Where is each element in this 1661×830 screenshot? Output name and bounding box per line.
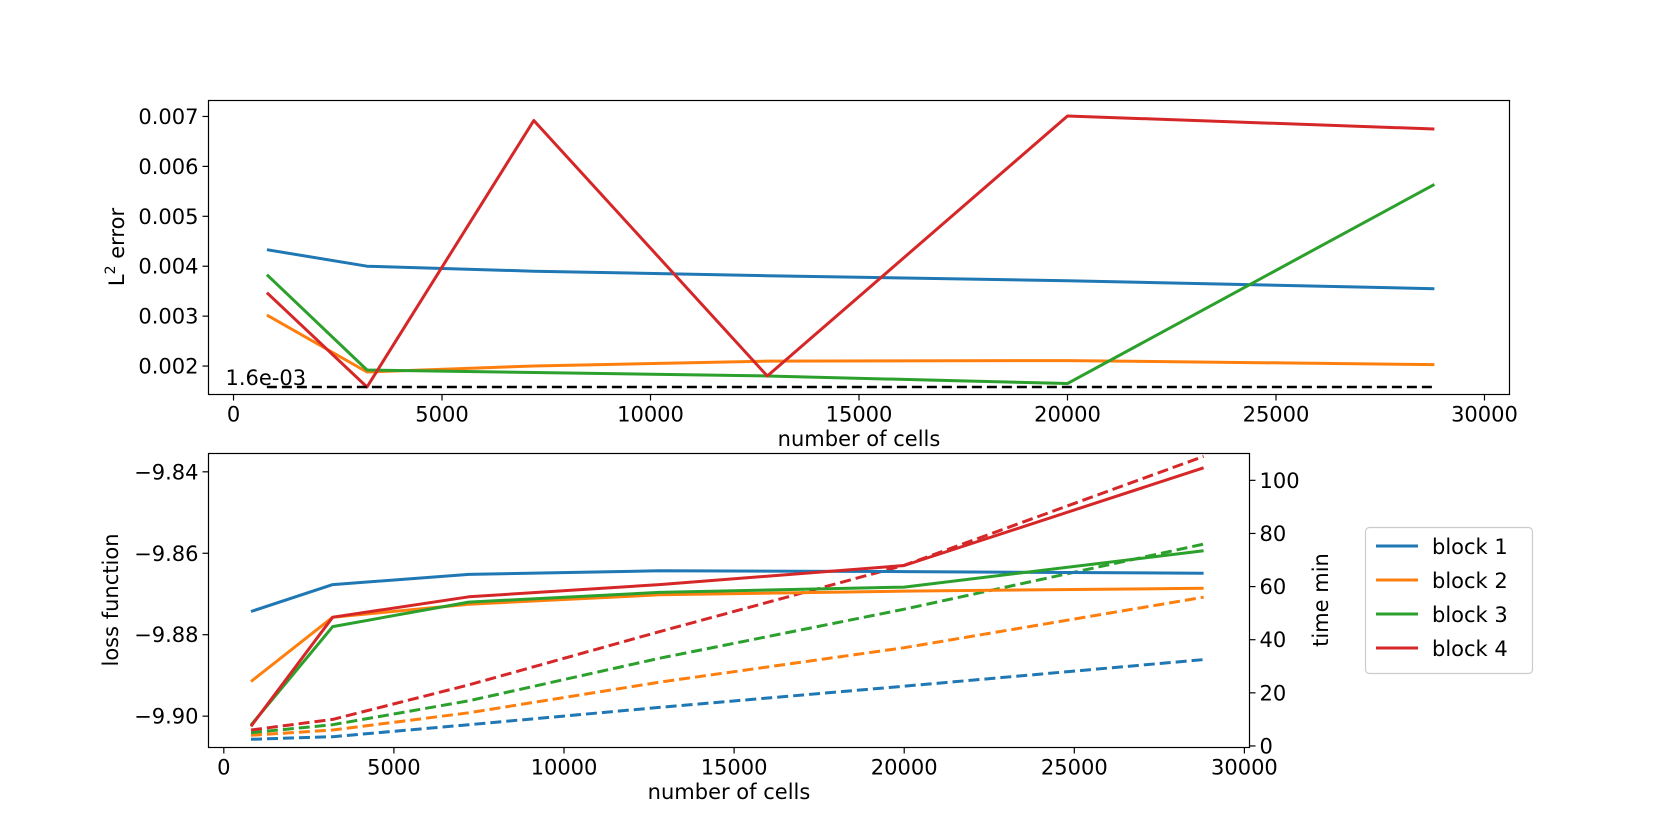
bottom-y-tick-label: −9.90 bbox=[134, 705, 198, 729]
legend-label-block-2: block 2 bbox=[1432, 569, 1508, 593]
bottom-y-tick-label: −9.88 bbox=[134, 623, 198, 647]
top-line-block-2 bbox=[266, 313, 1435, 374]
top-subplot: 1.6e-03 0 5000 10000 15000 20000 25000 30000 0… bbox=[103, 99, 1518, 451]
bottom-loss-line-block-1 bbox=[250, 569, 1204, 613]
bottom-x-tick-label: 0 bbox=[217, 756, 230, 780]
bottom-x-tick-label: 15000 bbox=[701, 756, 768, 780]
top-x-axis-ticks: 0 5000 10000 15000 20000 25000 30000 bbox=[227, 394, 1518, 427]
top-y-tick-label: 0.005 bbox=[138, 205, 198, 229]
bottom-time-line-block-1 bbox=[250, 658, 1204, 741]
legend: block 1 block 2 block 3 block 4 bbox=[1364, 526, 1534, 675]
bottom-time-line-block-4 bbox=[250, 454, 1205, 732]
top-line-block-3 bbox=[265, 183, 1436, 385]
top-y-tick-label: 0.007 bbox=[138, 105, 198, 129]
legend-frame bbox=[1364, 526, 1534, 675]
bottom-y-axis-ticks: −9.84 −9.86 −9.88 −9.90 bbox=[134, 460, 209, 729]
top-x-tick-label: 20000 bbox=[1034, 403, 1101, 427]
legend-label-block-4: block 4 bbox=[1432, 637, 1508, 661]
bottom-plot-frame bbox=[207, 452, 1251, 749]
bottom-time-line-block-2 bbox=[250, 595, 1204, 737]
legend-label-block-3: block 3 bbox=[1432, 603, 1508, 627]
bottom-right-y-tick-label: 100 bbox=[1260, 469, 1300, 493]
bottom-right-y-tick-label: 60 bbox=[1260, 575, 1287, 599]
bottom-right-y-tick-label: 80 bbox=[1260, 522, 1287, 546]
top-y-axis-label-sup: 2 bbox=[103, 265, 119, 274]
top-series-lines bbox=[265, 114, 1436, 389]
top-x-tick-label: 15000 bbox=[826, 403, 893, 427]
threshold-label: 1.6e-03 bbox=[226, 366, 307, 390]
top-line-block-1 bbox=[266, 248, 1435, 291]
bottom-loss-line-block-4 bbox=[249, 466, 1205, 728]
bottom-y-axis-label: loss function bbox=[99, 533, 123, 666]
top-x-tick-label: 5000 bbox=[415, 403, 468, 427]
bottom-x-tick-label: 30000 bbox=[1211, 756, 1278, 780]
bottom-series-lines bbox=[249, 454, 1205, 741]
bottom-x-tick-label: 10000 bbox=[531, 756, 598, 780]
bottom-x-tick-label: 5000 bbox=[367, 756, 420, 780]
bottom-x-tick-label: 25000 bbox=[1041, 756, 1108, 780]
top-plot-frame bbox=[207, 99, 1511, 396]
top-x-axis-label: number of cells bbox=[778, 427, 941, 451]
bottom-right-y-axis-label: time min bbox=[1309, 553, 1333, 647]
legend-label-block-1: block 1 bbox=[1432, 535, 1508, 559]
top-y-axis-ticks: 0.002 0.003 0.004 0.005 0.006 0.007 bbox=[138, 105, 209, 379]
bottom-x-tick-label: 20000 bbox=[871, 756, 938, 780]
top-x-tick-label: 10000 bbox=[617, 403, 684, 427]
bottom-subplot: 0 5000 10000 15000 20000 25000 30000 −9.84−9.8… bbox=[99, 452, 1333, 804]
top-y-tick-label: 0.006 bbox=[138, 155, 198, 179]
bottom-time-line-block-3 bbox=[250, 542, 1204, 735]
bottom-x-axis-label: number of cells bbox=[648, 780, 811, 804]
top-x-tick-label: 0 bbox=[227, 403, 240, 427]
bottom-loss-line-block-3 bbox=[249, 549, 1204, 727]
threshold-group: 1.6e-03 bbox=[226, 366, 1435, 390]
bottom-y-tick-label: −9.84 bbox=[134, 460, 198, 484]
top-y-tick-label: 0.002 bbox=[138, 355, 198, 379]
top-y-axis-label-main: L bbox=[105, 274, 129, 286]
bottom-y-tick-label: −9.86 bbox=[134, 542, 198, 566]
top-y-tick-label: 0.004 bbox=[138, 255, 198, 279]
bottom-loss-line-block-2 bbox=[250, 586, 1204, 683]
bottom-x-axis-ticks: 0 5000 10000 15000 20000 25000 30000 bbox=[217, 747, 1278, 780]
top-x-tick-label: 30000 bbox=[1451, 403, 1518, 427]
bottom-right-y-tick-label: 20 bbox=[1260, 681, 1287, 705]
top-line-block-4 bbox=[265, 114, 1435, 389]
bottom-right-y-tick-label: 40 bbox=[1260, 628, 1287, 652]
top-y-tick-label: 0.003 bbox=[138, 305, 198, 329]
bottom-right-y-tick-label: 0 bbox=[1260, 734, 1273, 758]
bottom-right-y-axis-ticks: 0 20 40 60 80 100 bbox=[1249, 469, 1300, 758]
top-y-axis-label: L2 error bbox=[103, 208, 129, 287]
top-x-tick-label: 25000 bbox=[1243, 403, 1310, 427]
top-y-axis-label-rest: error bbox=[105, 208, 129, 266]
